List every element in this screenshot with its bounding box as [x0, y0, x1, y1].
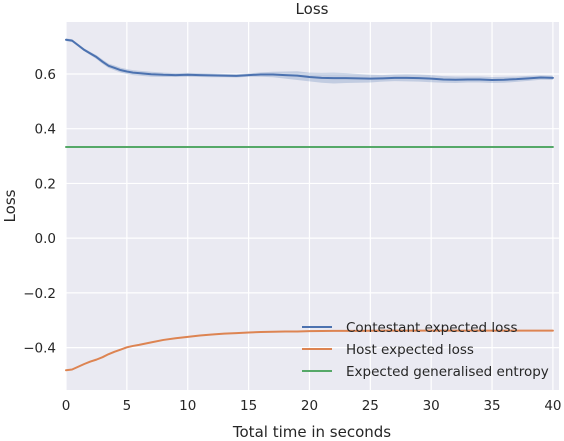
x-tick-label: 10 [179, 398, 196, 414]
x-tick-label: 15 [240, 398, 257, 414]
series-lines [65, 38, 554, 372]
x-tick-label: 25 [362, 398, 379, 414]
x-axis-label: Total time in seconds [232, 423, 391, 441]
x-tick-label: 40 [544, 398, 561, 414]
x-tick-label: 30 [423, 398, 440, 414]
y-axis-label: Loss [1, 189, 19, 222]
plot-background [66, 22, 559, 390]
y-axis-ticks: −0.4 −0.2 0.0 0.2 0.4 0.6 [23, 67, 56, 357]
x-tick-label: 20 [301, 398, 318, 414]
y-tick-label: −0.4 [23, 341, 56, 357]
x-axis-ticks: 0 5 10 15 20 25 30 35 40 [62, 398, 562, 414]
y-tick-label: 0.2 [35, 176, 56, 192]
legend-label-0: Contestant expected loss [346, 320, 517, 336]
x-tick-label: 35 [483, 398, 500, 414]
legend-label-1: Host expected loss [346, 342, 474, 358]
chart-title: Loss [296, 0, 329, 18]
gridlines [65, 22, 559, 390]
legend: Contestant expected loss Host expected lo… [302, 320, 549, 380]
series-1-line [65, 329, 554, 372]
series-0-line [65, 38, 554, 81]
y-tick-label: 0.6 [35, 67, 56, 83]
y-tick-label: −0.2 [23, 286, 56, 302]
y-tick-label: 0.4 [35, 122, 56, 138]
x-tick-label: 0 [62, 398, 71, 414]
y-tick-label: 0.0 [35, 231, 56, 247]
x-tick-label: 5 [123, 398, 132, 414]
legend-label-2: Expected generalised entropy [346, 364, 549, 380]
